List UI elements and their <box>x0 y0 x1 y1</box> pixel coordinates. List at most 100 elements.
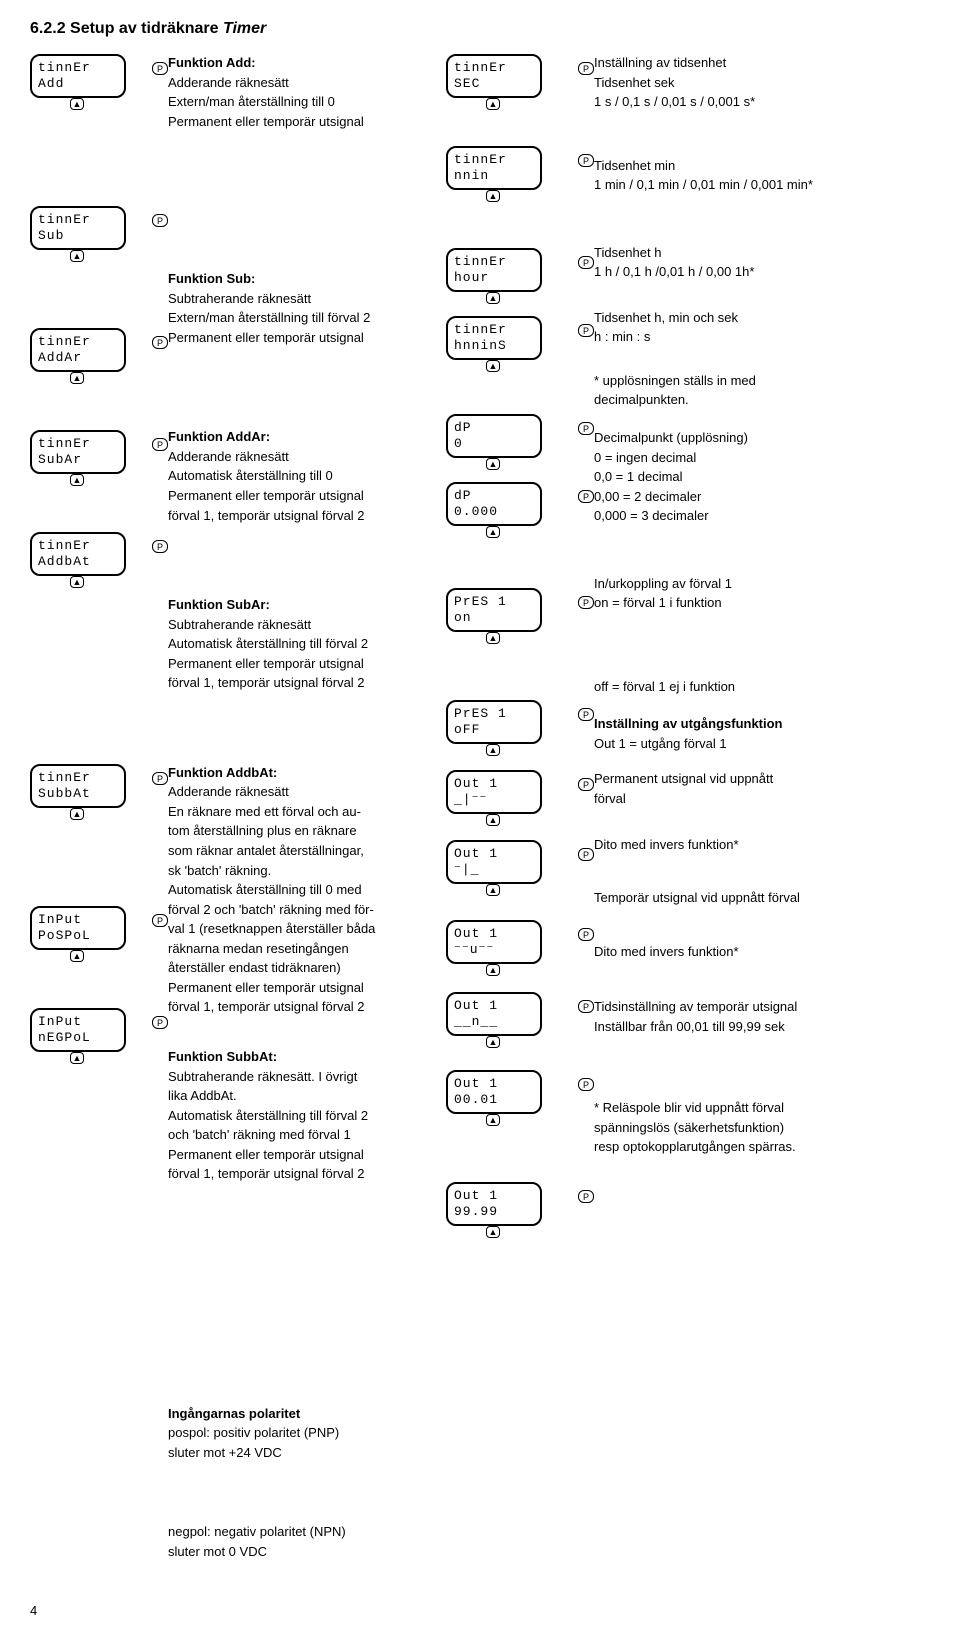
lcd-line2: _|⁻⁻ <box>454 792 534 808</box>
function-block: negpol: negativ polaritet (NPN)sluter mo… <box>168 1523 428 1560</box>
p-key-icon: P <box>578 928 594 941</box>
description-line: Inställbar från 00,01 till 99,99 sek <box>594 1018 930 1036</box>
up-key-icon: ▲ <box>70 250 84 262</box>
lcd-line1: tinnEr <box>38 770 118 786</box>
up-key-icon: ▲ <box>486 814 500 826</box>
function-line: och 'batch' räkning med förval 1 <box>168 1126 428 1144</box>
function-title: Ingångarnas polaritet <box>168 1405 428 1423</box>
lcd-line2: SubbAt <box>38 786 118 802</box>
page-number: 4 <box>30 1603 930 1618</box>
function-line: tom återställning plus en räknare <box>168 822 428 840</box>
function-line: som räknar antalet återställningar, <box>168 842 428 860</box>
description-line: spänningslös (säkerhetsfunktion) <box>594 1119 930 1137</box>
description-line: Inställning av tidsenhet <box>594 54 930 72</box>
function-title: Funktion SubAr: <box>168 596 428 614</box>
lcd-display: tinnErAddAr <box>30 328 126 372</box>
function-line: Permanent eller temporär utsignal <box>168 329 428 347</box>
p-key-icon: P <box>578 62 594 75</box>
p-key-icon: P <box>578 256 594 269</box>
lcd-line1: tinnEr <box>38 436 118 452</box>
lcd-display: Out 100.01 <box>446 1070 542 1114</box>
lcd-display: dP0.000 <box>446 482 542 526</box>
up-key-icon: ▲ <box>70 950 84 962</box>
lcd-line2: PoSPoL <box>38 928 118 944</box>
lcd-display: dP 0 <box>446 414 542 458</box>
lcd-line2: SEC <box>454 76 534 92</box>
function-line: Automatisk återställning till förval 2 <box>168 635 428 653</box>
function-line: förval 2 och 'batch' räkning med för- <box>168 901 428 919</box>
description-line: Tidsenhet h, min och sek <box>594 309 930 327</box>
function-line: Automatisk återställning till 0 <box>168 467 428 485</box>
lcd-line1: Out 1 <box>454 1076 534 1092</box>
function-block: Funktion Add:Adderande räknesättExtern/m… <box>168 54 428 130</box>
function-title: Funktion SubbAt: <box>168 1048 428 1066</box>
lcd-display: PrES 1 oFF <box>446 700 542 744</box>
function-line: återställer endast tidräknaren) <box>168 959 428 977</box>
p-key-icon: P <box>152 214 168 227</box>
lcd-display: PrES 1 on <box>446 588 542 632</box>
lcd-display: Out 199.99 <box>446 1182 542 1226</box>
function-line: Extern/man återställning till förval 2 <box>168 309 428 327</box>
description-block: * upplösningen ställs in meddecimalpunkt… <box>594 372 930 409</box>
function-line: En räknare med ett förval och au- <box>168 803 428 821</box>
description-line: * Reläspole blir vid uppnått förval <box>594 1099 930 1117</box>
lcd-display: Out 1 _|⁻⁻ <box>446 770 542 814</box>
lcd-line1: tinnEr <box>454 152 534 168</box>
lcd-line1: Out 1 <box>454 776 534 792</box>
up-key-icon: ▲ <box>70 474 84 486</box>
lcd-line2: hnninS <box>454 338 534 354</box>
up-key-icon: ▲ <box>486 98 500 110</box>
lcd-line1: tinnEr <box>38 538 118 554</box>
lcd-line1: tinnEr <box>454 322 534 338</box>
lcd-line1: tinnEr <box>454 60 534 76</box>
function-line: sk 'batch' räkning. <box>168 862 428 880</box>
p-key-icon: P <box>578 154 594 167</box>
lcd-line1: Out 1 <box>454 846 534 862</box>
up-key-icon: ▲ <box>486 526 500 538</box>
lcd-line2: 99.99 <box>454 1204 534 1220</box>
lcd-line2: Add <box>38 76 118 92</box>
p-key-icon: P <box>578 848 594 861</box>
p-key-icon: P <box>578 324 594 337</box>
up-key-icon: ▲ <box>486 744 500 756</box>
lcd-display: tinnErhour <box>446 248 542 292</box>
lcd-display: tinnErnnin <box>446 146 542 190</box>
up-key-icon: ▲ <box>486 884 500 896</box>
lcd-display: Out 1 ⁻|_ <box>446 840 542 884</box>
lcd-line2: __n__ <box>454 1014 534 1030</box>
function-line: Adderande räknesätt <box>168 74 428 92</box>
description-block: off = förval 1 ej i funktion <box>594 678 930 696</box>
up-key-icon: ▲ <box>486 1114 500 1126</box>
p-key-icon: P <box>152 1016 168 1029</box>
function-title: Funktion AddbAt: <box>168 764 428 782</box>
description-line: resp optokopplarutgången spärras. <box>594 1138 930 1156</box>
function-line: sluter mot +24 VDC <box>168 1444 428 1462</box>
lcd-display: tinnErhnninS <box>446 316 542 360</box>
description-line: h : min : s <box>594 328 930 346</box>
p-key-icon: P <box>578 708 594 721</box>
lcd-line1: dP <box>454 488 534 504</box>
function-line: lika AddbAt. <box>168 1087 428 1105</box>
lcd-display: Out 1__n__ <box>446 992 542 1036</box>
description-line: Dito med invers funktion* <box>594 836 930 854</box>
lcd-line1: InPut <box>38 912 118 928</box>
lcd-display: InPutPoSPoL <box>30 906 126 950</box>
up-key-icon: ▲ <box>486 632 500 644</box>
description-block: Dito med invers funktion* <box>594 943 930 961</box>
function-line: val 1 (resetknappen återställer båda <box>168 920 428 938</box>
section-title: 6.2.2 Setup av tidräknare Timer <box>30 20 930 38</box>
description-line: Dito med invers funktion* <box>594 943 930 961</box>
description-block: Dito med invers funktion* <box>594 836 930 854</box>
description-line: Tidsenhet sek <box>594 74 930 92</box>
p-key-icon: P <box>152 336 168 349</box>
description-block: * Reläspole blir vid uppnått förval spänn… <box>594 1099 930 1156</box>
up-key-icon: ▲ <box>70 1052 84 1064</box>
lcd-line1: Out 1 <box>454 998 534 1014</box>
function-line: Automatisk återställning till förval 2 <box>168 1107 428 1125</box>
description-line: off = förval 1 ej i funktion <box>594 678 930 696</box>
function-line: Extern/man återställning till 0 <box>168 93 428 111</box>
p-key-icon: P <box>578 1190 594 1203</box>
function-line: Permanent eller temporär utsignal <box>168 487 428 505</box>
p-key-icon: P <box>152 772 168 785</box>
p-key-icon: P <box>152 540 168 553</box>
